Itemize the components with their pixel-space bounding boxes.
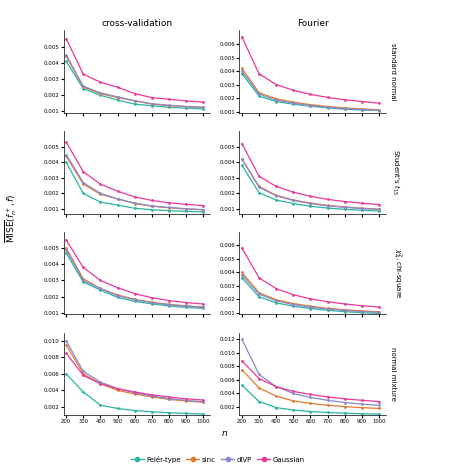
- Text: standard normal: standard normal: [390, 43, 396, 100]
- Title: Fourier: Fourier: [297, 19, 329, 28]
- Text: normal mixture: normal mixture: [390, 347, 396, 401]
- Title: cross-validation: cross-validation: [101, 19, 173, 28]
- Legend: Feiér-type, sinc, dlVP, Gaussian: Feiér-type, sinc, dlVP, Gaussian: [128, 453, 307, 466]
- Text: Student's $t_{15}$: Student's $t_{15}$: [390, 150, 401, 196]
- Text: $\chi^2_4$, chi-square: $\chi^2_4$, chi-square: [390, 248, 404, 299]
- Text: $n$: $n$: [221, 429, 228, 439]
- Text: $\overline{\mathrm{MISE}}(f_n^+, f)$: $\overline{\mathrm{MISE}}(f_n^+, f)$: [4, 193, 19, 243]
